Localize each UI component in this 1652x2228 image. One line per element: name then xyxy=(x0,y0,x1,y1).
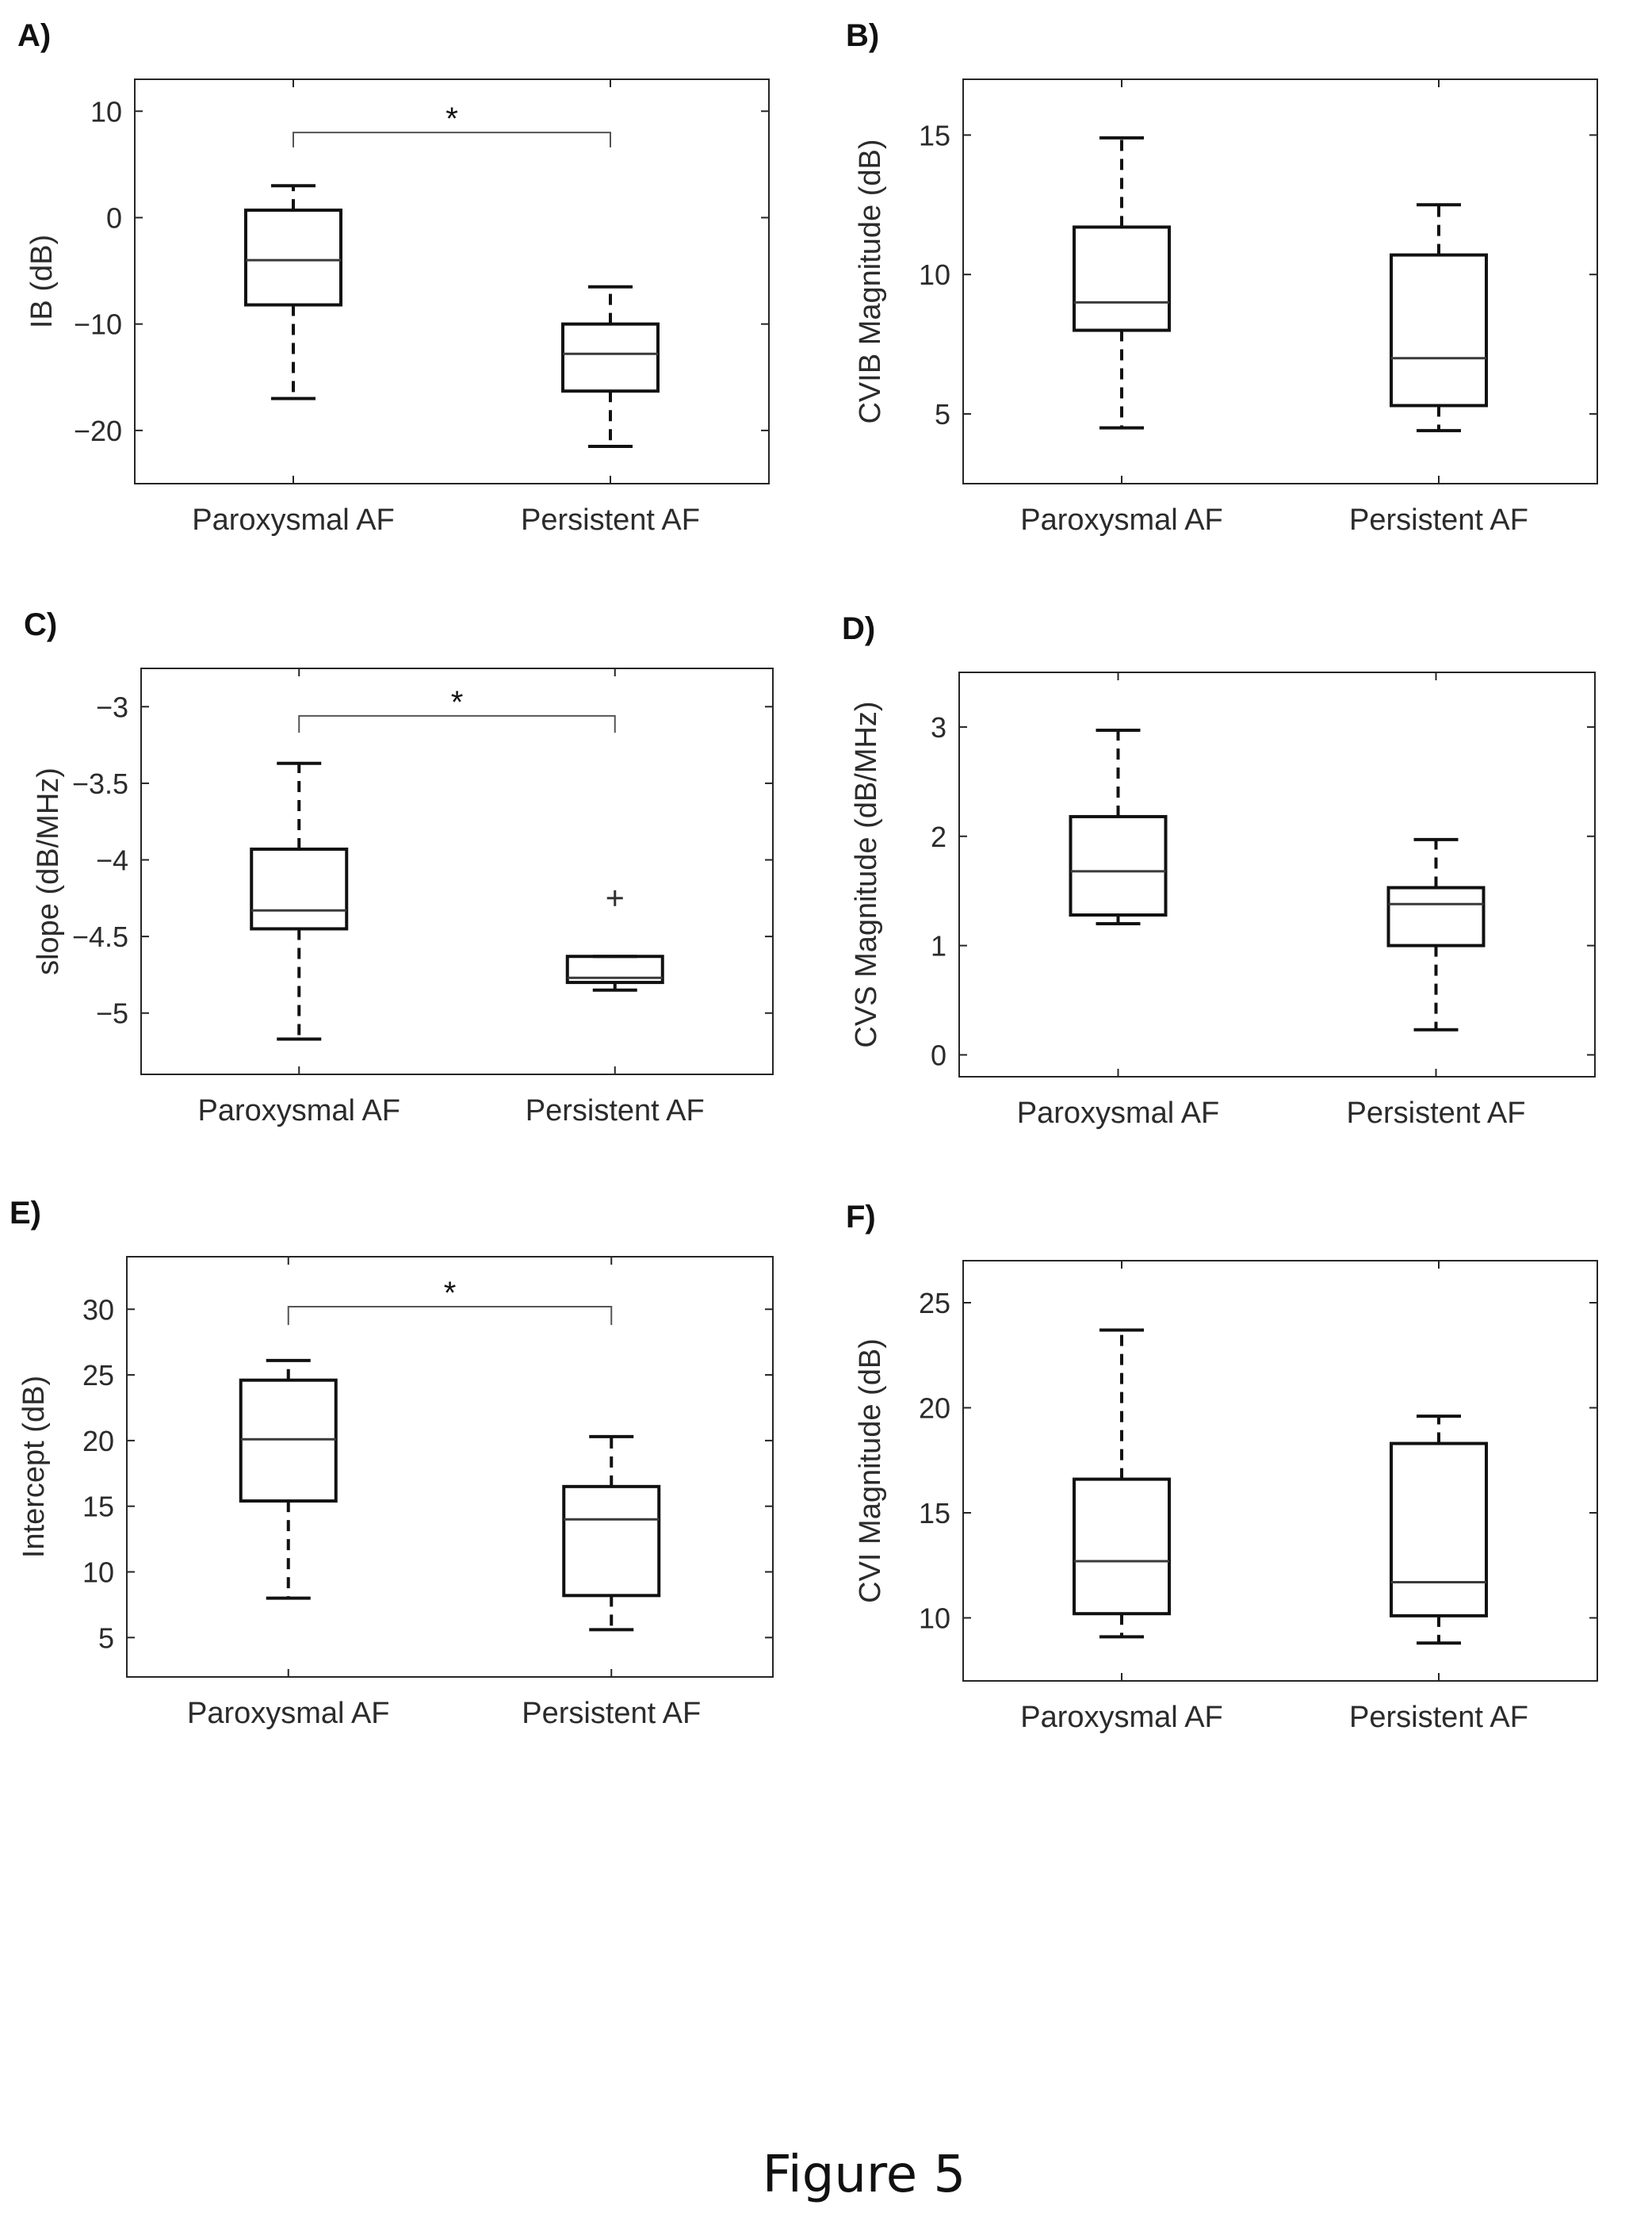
y-tick-label: 15 xyxy=(82,1491,114,1523)
y-tick-label: 10 xyxy=(919,258,950,291)
y-tick-label: 20 xyxy=(82,1425,114,1457)
significance-bracket xyxy=(298,714,616,733)
box-paroxysmal xyxy=(250,761,349,1041)
box-persistent xyxy=(561,285,660,449)
box-paroxysmal xyxy=(1069,729,1168,926)
y-tick-label: −4 xyxy=(96,844,128,877)
significance-bracket xyxy=(293,132,611,147)
y-tick-label: −3 xyxy=(96,691,128,723)
panel-label: A) xyxy=(17,18,51,53)
y-axis-label: CVIB Magnitude (dB) xyxy=(854,139,887,423)
y-tick-label: 15 xyxy=(919,1497,950,1529)
iqr-box xyxy=(562,1484,661,1598)
y-tick-label: 0 xyxy=(931,1039,946,1071)
category-label: Persistent AF xyxy=(522,1697,701,1730)
category-label: Paroxysmal AF xyxy=(1017,1097,1220,1130)
box-paroxysmal xyxy=(244,184,342,400)
significance-star: * xyxy=(451,685,464,720)
y-tick-label: 25 xyxy=(919,1287,950,1319)
axes-frame xyxy=(958,672,1596,1078)
category-label: Persistent AF xyxy=(526,1094,705,1127)
axes-frame xyxy=(962,78,1598,484)
category-label: Paroxysmal AF xyxy=(192,503,395,537)
iqr-box xyxy=(1386,886,1486,947)
panel-label: F) xyxy=(846,1200,876,1235)
figure-caption: Figure 5 xyxy=(763,2146,966,2204)
significance-bracket xyxy=(287,1305,613,1326)
box-persistent xyxy=(562,1434,661,1632)
box-persistent xyxy=(1390,1415,1488,1645)
y-tick-label: 10 xyxy=(90,95,122,128)
iqr-box xyxy=(1073,225,1171,332)
y-axis-label: IB (dB) xyxy=(25,235,59,328)
iqr-box xyxy=(561,322,660,393)
panel-b: B) 5 10 15 Paroxysmal AF Persistent AF CVIB Ma… xyxy=(846,18,1598,537)
iqr-box xyxy=(1069,814,1168,917)
panel-label: E) xyxy=(10,1196,41,1231)
y-tick-label: 10 xyxy=(919,1602,950,1635)
iqr-box xyxy=(565,955,664,985)
iqr-box xyxy=(1390,253,1488,408)
iqr-box xyxy=(250,847,349,931)
category-label: Persistent AF xyxy=(1347,1097,1526,1130)
category-label: Paroxysmal AF xyxy=(1020,1701,1223,1734)
y-tick-label: 30 xyxy=(82,1293,114,1326)
y-tick-label: −4.5 xyxy=(72,921,128,953)
y-tick-label: 10 xyxy=(82,1556,114,1589)
panel-a: A) −20 −10 0 10 Paroxysmal AF Persistent AF IB … xyxy=(17,18,770,537)
box-persistent xyxy=(1390,203,1488,433)
y-tick-label: −10 xyxy=(74,308,122,341)
y-tick-label: 2 xyxy=(931,821,946,853)
box-persistent xyxy=(565,890,664,992)
y-tick-label: 5 xyxy=(935,398,950,431)
panel-d: D) 0 1 2 3 Paroxysmal AF Persistent AF CVS Magn… xyxy=(842,611,1596,1130)
iqr-box xyxy=(244,209,342,307)
y-axis-label: CVI Magnitude (dB) xyxy=(854,1338,887,1603)
y-axis-label: slope (dB/MHz) xyxy=(32,768,65,975)
significance-star: * xyxy=(444,1276,457,1311)
panel-f: F) 10 15 20 25 Paroxysmal AF Persistent AF CVI … xyxy=(846,1200,1598,1734)
y-axis-label: Intercept (dB) xyxy=(17,1376,51,1558)
box-paroxysmal xyxy=(1073,1328,1171,1639)
category-label: Persistent AF xyxy=(1349,1701,1528,1734)
y-tick-label: −5 xyxy=(96,997,128,1030)
panel-label: B) xyxy=(846,18,879,53)
axes-frame xyxy=(134,78,770,484)
y-tick-label: 1 xyxy=(931,930,946,963)
panel-c: C) −5 −4.5 −4 −3.5 −3 Paroxysmal AF Persistent … xyxy=(24,607,774,1127)
y-tick-label: 20 xyxy=(919,1392,950,1425)
y-tick-label: 25 xyxy=(82,1359,114,1392)
significance-star: * xyxy=(446,101,458,136)
category-label: Paroxysmal AF xyxy=(187,1697,390,1730)
y-tick-label: 15 xyxy=(919,119,950,151)
axes-frame xyxy=(126,1256,774,1678)
y-tick-label: 0 xyxy=(106,201,122,234)
panel-label: D) xyxy=(842,611,875,646)
y-tick-label: 5 xyxy=(98,1621,114,1654)
y-tick-label: −20 xyxy=(74,415,122,447)
box-persistent xyxy=(1386,837,1486,1032)
category-label: Paroxysmal AF xyxy=(197,1094,400,1127)
axes-frame xyxy=(962,1260,1598,1682)
category-label: Persistent AF xyxy=(521,503,700,537)
panel-label: C) xyxy=(24,607,57,642)
y-tick-label: 3 xyxy=(931,711,946,744)
y-axis-label: CVS Magnitude (dB/MHz) xyxy=(850,701,883,1047)
axes-frame xyxy=(140,668,774,1075)
box-paroxysmal xyxy=(1073,136,1171,430)
iqr-box xyxy=(239,1378,338,1503)
y-tick-label: −3.5 xyxy=(72,768,128,800)
panel-e: E) 5 10 15 20 25 30 Paroxysmal AF Persistent AF I… xyxy=(10,1196,774,1730)
category-label: Paroxysmal AF xyxy=(1020,503,1223,537)
iqr-box xyxy=(1390,1441,1488,1617)
iqr-box xyxy=(1073,1477,1171,1616)
box-paroxysmal xyxy=(239,1358,338,1600)
category-label: Persistent AF xyxy=(1349,503,1528,537)
